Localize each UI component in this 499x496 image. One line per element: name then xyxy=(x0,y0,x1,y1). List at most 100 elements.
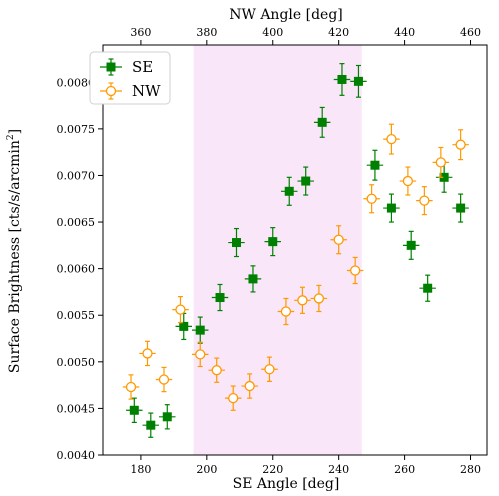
marker-nw xyxy=(455,139,466,150)
top-axis-title: NW Angle [deg] xyxy=(229,7,343,23)
legend-symbol xyxy=(105,85,117,97)
top-tick-label: 400 xyxy=(262,26,283,39)
marker-se xyxy=(301,176,311,186)
x-tick-label: 240 xyxy=(328,463,349,476)
marker-se xyxy=(406,240,416,250)
top-tick-label: 360 xyxy=(130,26,151,39)
point-nw xyxy=(363,184,380,214)
top-tick-label: 380 xyxy=(196,26,217,39)
x-tick-label: 200 xyxy=(196,463,217,476)
marker-nw xyxy=(333,234,344,245)
legend-marker-nw xyxy=(100,82,122,100)
point-se xyxy=(350,64,367,98)
point-nw xyxy=(346,256,364,285)
point-se xyxy=(419,274,436,302)
y-tick-label: 0.0050 xyxy=(57,356,96,369)
x-tick-label: 180 xyxy=(130,463,151,476)
point-nw xyxy=(139,340,156,367)
legend-symbol xyxy=(106,62,116,72)
marker-nw xyxy=(211,365,222,376)
marker-se xyxy=(179,321,189,331)
point-nw xyxy=(310,284,328,313)
marker-nw xyxy=(435,157,447,168)
point-nw xyxy=(172,295,189,324)
point-se xyxy=(452,193,469,223)
point-se xyxy=(366,149,384,181)
marker-se xyxy=(423,283,433,293)
marker-se xyxy=(248,274,258,284)
marker-nw xyxy=(402,175,414,187)
x-tick-label: 260 xyxy=(394,463,415,476)
point-se xyxy=(244,265,262,293)
marker-nw xyxy=(158,374,170,385)
top-axis-ticks: 360 380 400 420 440 460 xyxy=(130,26,481,45)
point-se xyxy=(297,166,314,196)
marker-nw xyxy=(386,133,397,145)
marker-se xyxy=(456,203,466,213)
point-nw xyxy=(330,225,347,255)
marker-nw xyxy=(366,193,377,204)
point-se xyxy=(383,193,400,223)
point-nw xyxy=(383,123,400,155)
marker-nw xyxy=(228,393,239,404)
marker-nw xyxy=(297,295,308,306)
point-nw xyxy=(399,166,417,196)
marker-nw xyxy=(264,364,275,375)
point-nw xyxy=(191,341,209,368)
point-nw xyxy=(294,286,311,314)
marker-nw xyxy=(280,306,292,317)
y-axis-title: Surface Brightness [cts/s/arcmin2] xyxy=(6,129,23,373)
point-se xyxy=(191,316,209,344)
legend-marker-se xyxy=(100,58,122,76)
y-tick-label: 0.0080 xyxy=(57,76,96,89)
point-se xyxy=(175,312,192,341)
marker-nw xyxy=(419,195,430,206)
marker-se xyxy=(268,237,278,247)
legend: SE NW xyxy=(89,51,171,105)
marker-nw xyxy=(142,348,153,359)
marker-se xyxy=(215,293,225,303)
marker-se xyxy=(195,325,205,335)
marker-nw xyxy=(125,381,137,393)
y-tick-label: 0.0075 xyxy=(57,123,96,136)
point-nw xyxy=(241,373,258,399)
point-se xyxy=(280,176,298,206)
x-tick-label: 280 xyxy=(460,463,481,476)
point-se xyxy=(211,283,229,312)
marker-se xyxy=(370,160,380,170)
point-nw xyxy=(122,374,140,400)
y-tick-label: 0.0040 xyxy=(57,449,96,462)
data-points xyxy=(122,63,469,438)
legend-label-se: SE xyxy=(132,58,153,76)
marker-se xyxy=(284,186,294,196)
bottom-axis-ticks: 180 200 220 240 260 280 xyxy=(130,455,481,476)
marker-se xyxy=(439,172,449,182)
point-se xyxy=(313,106,331,138)
marker-se xyxy=(317,117,327,127)
left-axis-ticks: 0.0040 0.0045 0.0050 0.0055 0.0060 0.0065 0.00… xyxy=(57,76,103,462)
point-nw xyxy=(208,357,225,383)
marker-se xyxy=(337,74,347,84)
plot-frame xyxy=(102,44,488,456)
marker-nw xyxy=(313,293,325,304)
marker-nw xyxy=(195,349,206,360)
x-tick-label: 220 xyxy=(262,463,283,476)
marker-se xyxy=(146,420,156,430)
top-tick-label: 460 xyxy=(460,26,481,39)
marker-se xyxy=(129,405,139,415)
point-nw xyxy=(452,129,469,161)
marker-se xyxy=(353,76,363,86)
marker-nw xyxy=(350,265,361,276)
point-se xyxy=(126,397,143,423)
top-tick-label: 440 xyxy=(394,26,415,39)
point-nw xyxy=(416,186,433,216)
y-axis-title-superscript: 2 xyxy=(6,134,16,140)
point-nw xyxy=(155,366,173,393)
marker-nw xyxy=(175,304,186,315)
marker-nw xyxy=(244,380,255,392)
y-tick-label: 0.0060 xyxy=(57,263,96,276)
shaded-region xyxy=(193,45,362,455)
point-se xyxy=(159,404,176,430)
point-nw xyxy=(224,385,242,411)
